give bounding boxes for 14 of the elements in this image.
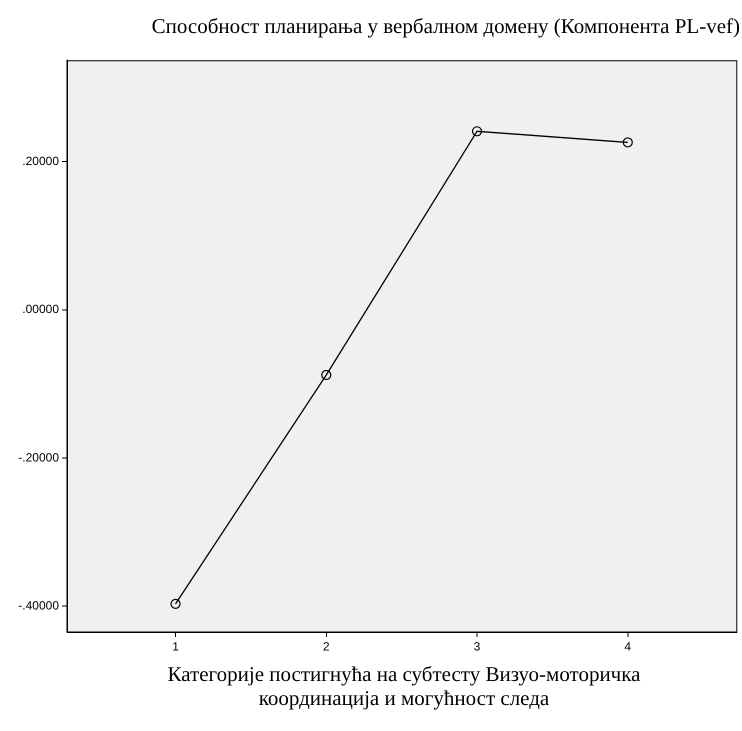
x-tick-label: 4	[624, 640, 632, 654]
x-tick-label: 2	[322, 640, 330, 654]
point	[622, 137, 633, 148]
x-tick-label: 3	[474, 640, 481, 654]
point	[472, 126, 482, 136]
y-tick-label: -.20000	[18, 450, 60, 464]
y-tick-label: -.40000	[18, 598, 60, 612]
x-axis-title: Категорије постигнућа на субтесту Визуо-моторичка координација и могућност следа	[166, 662, 642, 710]
chart-title: Способност планирања у вербалном домену (Компонента PL-vef)	[150, 14, 740, 39]
point	[321, 370, 332, 380]
point	[170, 598, 181, 609]
y-tick-label: .20000	[22, 154, 60, 168]
x-tick-label: 1	[172, 640, 180, 654]
y-tick-label: .00000	[22, 302, 60, 316]
